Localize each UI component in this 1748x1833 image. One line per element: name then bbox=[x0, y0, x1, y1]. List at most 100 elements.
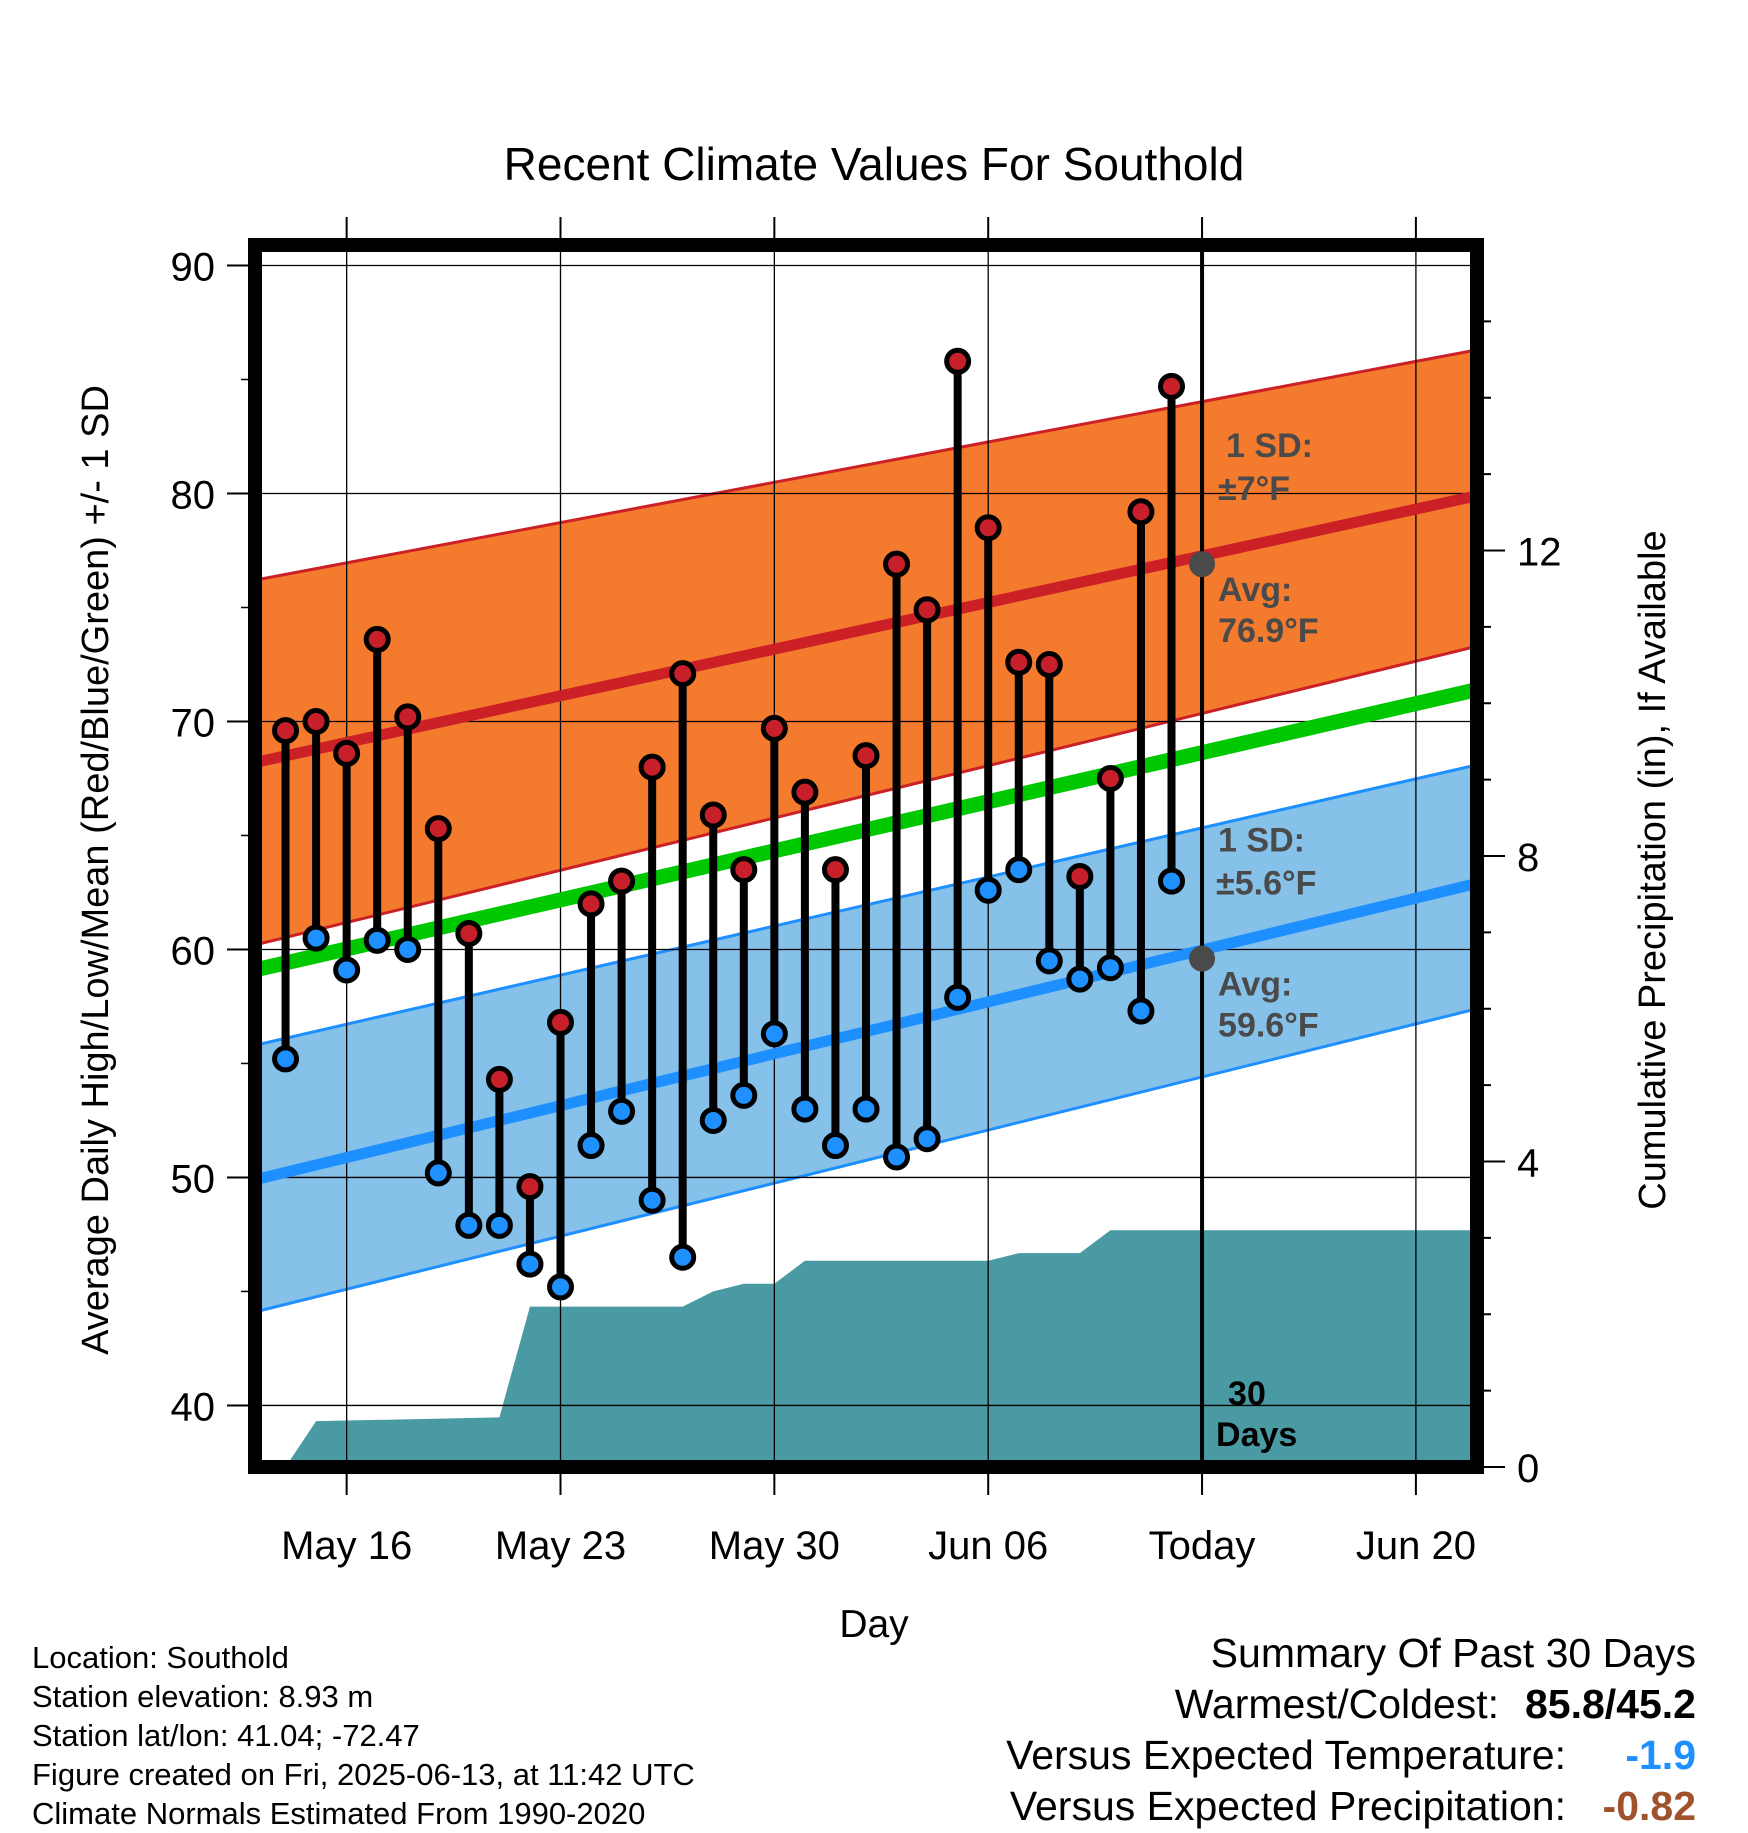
high-point bbox=[394, 703, 422, 731]
x-tick-label: May 16 bbox=[281, 1524, 412, 1568]
y2-tick-label: 8 bbox=[1517, 836, 1539, 880]
high-point bbox=[974, 514, 1002, 542]
high-point bbox=[333, 739, 361, 767]
high-point bbox=[1127, 498, 1155, 526]
high-point bbox=[608, 867, 636, 895]
low-point bbox=[302, 924, 330, 952]
low-point bbox=[1005, 856, 1033, 884]
normal-high-line bbox=[255, 490, 1477, 768]
low-point bbox=[852, 1095, 880, 1123]
high-point bbox=[944, 347, 972, 375]
high-point bbox=[852, 742, 880, 770]
high-point bbox=[424, 815, 452, 843]
low-point bbox=[974, 876, 1002, 904]
high-point bbox=[363, 625, 391, 653]
y2-tick-label: 4 bbox=[1517, 1142, 1539, 1186]
low-avg-value: 59.6°F bbox=[1218, 1007, 1319, 1045]
days-text-label: Days bbox=[1216, 1416, 1297, 1454]
created-text: Figure created on Fri, 2025-06-13, at 11… bbox=[32, 1757, 695, 1792]
daily-points bbox=[272, 347, 1185, 1301]
high-point bbox=[485, 1065, 513, 1093]
low-sd-value: ±5.6°F bbox=[1216, 865, 1316, 903]
low-point bbox=[1127, 997, 1155, 1025]
temp-value: -1.9 bbox=[1625, 1732, 1696, 1778]
axes: 40 50 60 70 80 90 0 4 8 12 May 16 May 23 May 30 Jun 0… bbox=[171, 217, 1562, 1568]
high-point bbox=[638, 753, 666, 781]
high-point bbox=[791, 778, 819, 806]
y-tick-label: 40 bbox=[171, 1385, 216, 1429]
high-point bbox=[1066, 863, 1094, 891]
high-point bbox=[302, 707, 330, 735]
high-point bbox=[1035, 650, 1063, 678]
low-point bbox=[363, 926, 391, 954]
x-axis-label: Day bbox=[839, 1603, 909, 1646]
temp-label: Versus Expected Temperature: bbox=[1006, 1732, 1566, 1778]
low-sd-label: 1 SD: bbox=[1218, 822, 1305, 860]
high-avg-value: 76.9°F bbox=[1218, 612, 1319, 650]
high-point bbox=[699, 801, 727, 829]
low-point bbox=[272, 1045, 300, 1073]
high-point bbox=[883, 550, 911, 578]
y-tick-label: 90 bbox=[171, 246, 216, 290]
y-tick-label: 70 bbox=[171, 701, 216, 745]
low-point bbox=[455, 1211, 483, 1239]
latlon-text: Station lat/lon: 41.04; -72.47 bbox=[32, 1718, 420, 1753]
y-tick-label: 50 bbox=[171, 1157, 216, 1201]
low-point bbox=[1035, 947, 1063, 975]
y-tick-label: 60 bbox=[171, 929, 216, 973]
low-avg-label: Avg: bbox=[1218, 966, 1292, 1004]
high-point bbox=[455, 920, 483, 948]
low-point bbox=[516, 1250, 544, 1278]
normals-text: Climate Normals Estimated From 1990-2020 bbox=[32, 1796, 646, 1831]
summary-precip-row: Versus Expected Precipitation: -0.82 bbox=[1006, 1781, 1696, 1832]
low-point bbox=[577, 1132, 605, 1160]
high-avg-marker bbox=[1189, 551, 1216, 578]
high-point bbox=[547, 1008, 574, 1036]
y2-axis-label: Cumulative Precipitation (in), If Availa… bbox=[1632, 530, 1674, 1209]
x-tick-label: Today bbox=[1149, 1524, 1256, 1568]
high-point bbox=[272, 717, 300, 745]
summary-title: Summary Of Past 30 Days bbox=[1210, 1630, 1696, 1676]
low-point bbox=[1066, 965, 1094, 993]
high-point bbox=[760, 714, 788, 742]
y-tick-label: 80 bbox=[171, 474, 216, 518]
low-point bbox=[424, 1159, 452, 1187]
low-point bbox=[608, 1097, 636, 1125]
high-point bbox=[730, 856, 758, 884]
low-point bbox=[913, 1125, 941, 1153]
low-point bbox=[730, 1081, 758, 1109]
low-point bbox=[1096, 954, 1124, 982]
high-sd-band-upper-edge bbox=[255, 348, 1477, 582]
high-point bbox=[577, 890, 605, 918]
low-point bbox=[760, 1020, 788, 1048]
low-point bbox=[1158, 867, 1185, 895]
low-point bbox=[638, 1186, 666, 1214]
low-point bbox=[699, 1106, 727, 1134]
elevation-text: Station elevation: 8.93 m bbox=[32, 1679, 374, 1714]
y2-tick-label: 0 bbox=[1517, 1447, 1539, 1491]
summary-warmest-row: Warmest/Coldest: 85.8/45.2 bbox=[1006, 1679, 1696, 1730]
high-point bbox=[516, 1173, 544, 1201]
x-tick-label: May 23 bbox=[495, 1524, 626, 1568]
y-axis-label: Average Daily High/Low/Mean (Red/Blue/Gr… bbox=[75, 385, 117, 1355]
chart-title: Recent Climate Values For Southold bbox=[504, 138, 1245, 190]
low-point bbox=[821, 1132, 849, 1160]
high-point bbox=[1096, 764, 1124, 792]
x-tick-label: May 30 bbox=[709, 1524, 840, 1568]
warmest-label: Warmest/Coldest: bbox=[1174, 1681, 1499, 1727]
high-point bbox=[821, 856, 849, 884]
high-point bbox=[1158, 372, 1185, 400]
high-point bbox=[1005, 648, 1033, 676]
low-point bbox=[547, 1273, 574, 1301]
high-sd-value: ±7°F bbox=[1218, 470, 1290, 508]
low-point bbox=[944, 983, 972, 1011]
x-tick-label: Jun 06 bbox=[928, 1524, 1048, 1568]
high-point bbox=[669, 660, 697, 688]
daily-range-stems bbox=[281, 361, 1176, 1287]
days-count-label: 30 bbox=[1228, 1375, 1266, 1413]
high-avg-label: Avg: bbox=[1218, 571, 1292, 609]
today-marker bbox=[1189, 245, 1216, 1467]
x-tick-label: Jun 20 bbox=[1356, 1524, 1476, 1568]
